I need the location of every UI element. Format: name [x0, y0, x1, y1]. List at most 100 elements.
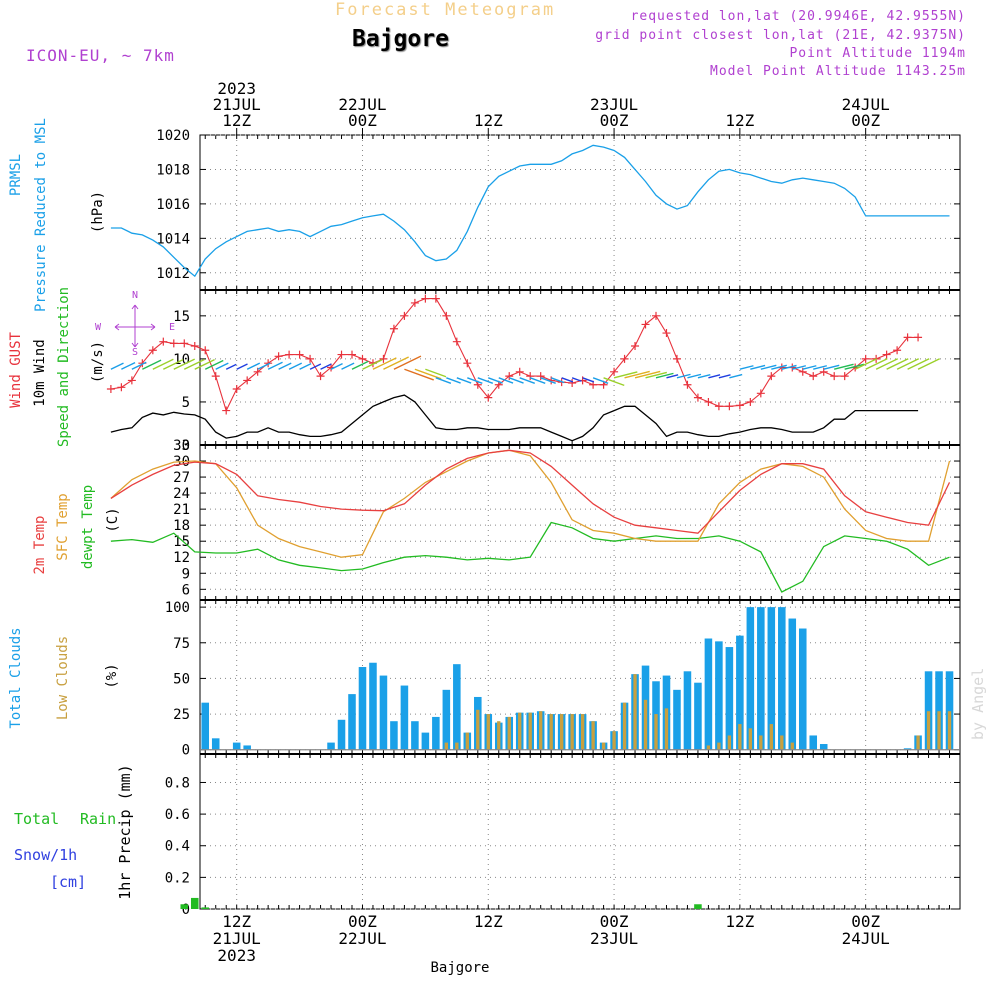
wind-arrow	[655, 372, 674, 379]
rain-bar	[190, 897, 199, 909]
ytick-label-precip: 0	[182, 902, 190, 918]
total-cloud-bar	[432, 716, 440, 750]
wind-arrow	[823, 364, 840, 370]
gust-marker	[809, 372, 818, 381]
ytick-label-temperature: 9	[182, 566, 190, 582]
wind-arrow	[708, 374, 721, 379]
bottom-time-label: 22JUL	[338, 929, 386, 948]
low-cloud-bar	[518, 712, 522, 750]
gust-marker	[725, 402, 734, 411]
wind-arrow	[907, 358, 930, 370]
wind-arrow	[519, 377, 535, 384]
total-cloud-bar	[327, 742, 335, 750]
wind-arrow	[404, 368, 434, 381]
wind-arrow	[152, 358, 174, 370]
wind-arrow	[760, 364, 777, 370]
total-cloud-bar	[903, 748, 912, 750]
top-time-label: 00Z	[851, 111, 880, 130]
top-time-label: 2023	[217, 79, 256, 98]
low-cloud-bar	[654, 714, 658, 750]
wind-arrow	[582, 377, 595, 383]
wind-arrow	[341, 362, 355, 370]
wind-arrow	[163, 359, 184, 370]
gust-marker	[211, 372, 220, 381]
total-cloud-bar	[683, 671, 692, 750]
compass-w: W	[95, 322, 102, 333]
ytick-label-clouds: 50	[173, 671, 190, 687]
total-cloud-bar	[778, 607, 786, 750]
total-cloud-bar	[390, 721, 398, 750]
total-cloud-bar	[746, 607, 755, 750]
ytick-label-wind: 5	[182, 395, 190, 411]
ytick-label-precip: 0.4	[165, 839, 190, 855]
gust-marker	[620, 354, 629, 363]
ytick-label-pressure: 1018	[156, 162, 190, 178]
total-cloud-bar	[369, 662, 377, 750]
gust-marker	[893, 346, 902, 355]
wind-arrow	[771, 364, 787, 370]
low-cloud-bar	[717, 742, 721, 750]
wind-arrow	[834, 363, 854, 370]
wind-arrow	[477, 377, 494, 384]
gust-marker	[735, 401, 744, 410]
gust-marker	[232, 385, 241, 394]
wind-arrow	[383, 356, 409, 370]
gust-marker	[201, 346, 210, 355]
wind-arrow	[571, 377, 582, 382]
gust-marker	[306, 354, 315, 363]
wind-arrow	[183, 358, 205, 370]
snow-label: Snow/1h	[14, 846, 77, 864]
top-time-label: 23JUL	[590, 95, 638, 114]
wind-arrow	[299, 363, 312, 370]
low-cloud-bar	[622, 702, 627, 750]
total-cloud-bar	[348, 694, 356, 750]
wind-arrow	[372, 357, 397, 370]
bottom-time-label: 00Z	[348, 912, 377, 931]
gust-marker	[882, 350, 891, 359]
low-cloud-bar	[476, 709, 480, 750]
wind-arrow	[687, 373, 702, 379]
total-cloud-bar	[715, 641, 723, 750]
ytick-label-wind: 15	[173, 309, 190, 325]
rain-bar	[201, 907, 210, 909]
total-cloud-bar	[211, 738, 220, 750]
wind-arrow	[697, 373, 711, 379]
wind-arrow	[488, 377, 503, 384]
top-time-label: 21JUL	[213, 95, 261, 114]
wind-arrow	[886, 358, 909, 370]
low-cloud-bar	[497, 721, 501, 750]
ytick-label-pressure: 1012	[156, 266, 190, 282]
wind-arrow	[854, 358, 878, 370]
gust-marker	[840, 372, 849, 381]
gridpoint-coords: grid point closest lon,lat (21E, 42.9375…	[595, 28, 966, 43]
gust-label: Wind GUST	[8, 332, 24, 408]
wind-arrow	[393, 355, 422, 370]
compass-e: E	[169, 322, 175, 333]
wind-arrow	[802, 365, 817, 370]
low-cloud-bar	[790, 742, 794, 750]
gust-marker	[389, 324, 398, 333]
gust-marker	[463, 359, 472, 368]
wind-arrow	[288, 362, 303, 370]
gust-marker	[410, 298, 419, 307]
low-cloud-bar	[486, 714, 490, 750]
total-cloud-bar	[809, 735, 818, 750]
gust-marker	[421, 294, 430, 303]
panel-frame-pressure	[199, 134, 961, 291]
wind-arrow	[865, 358, 888, 370]
bottom-time-label: 23JUL	[590, 929, 638, 948]
credit-watermark: by Angel	[969, 668, 987, 740]
gust-marker	[442, 311, 451, 320]
ytick-label-pressure: 1020	[156, 128, 190, 144]
wind-arrow	[446, 377, 461, 384]
wind-arrow	[550, 377, 565, 384]
gust-marker	[274, 352, 283, 361]
top-time-label: 22JUL	[338, 95, 386, 114]
wind-arrow	[467, 377, 483, 384]
compass-rose	[114, 304, 156, 348]
low-cloud-bar	[591, 721, 595, 750]
wind-arrow	[529, 377, 546, 384]
bottom-time-label: 12Z	[222, 912, 251, 931]
gust-marker	[379, 354, 388, 363]
